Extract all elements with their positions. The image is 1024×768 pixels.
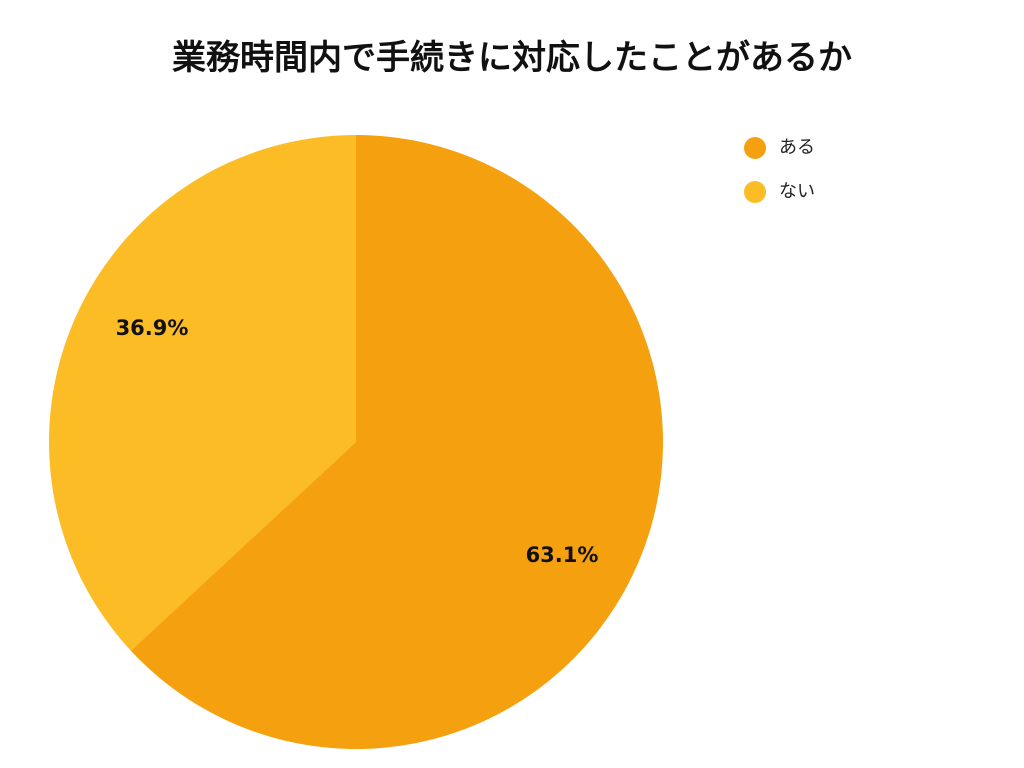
legend-item-aru[interactable]: ある	[744, 136, 815, 160]
chart-title: 業務時間内で手続きに対応したことがあるか	[172, 38, 852, 78]
pie-slice-aru[interactable]	[130, 135, 663, 749]
legend-label: ある	[779, 137, 815, 158]
pie-slice-nai[interactable]	[48, 135, 356, 651]
legend-item-nai[interactable]: ない	[744, 180, 815, 204]
slice-label-nai: 36.9%	[116, 316, 189, 340]
legend-swatch-aru-icon	[744, 137, 766, 159]
slice-label-aru: 63.1%	[526, 543, 599, 567]
legend-label: ない	[779, 181, 815, 202]
legend: ある ない	[744, 136, 815, 224]
legend-swatch-nai-icon	[744, 181, 766, 203]
